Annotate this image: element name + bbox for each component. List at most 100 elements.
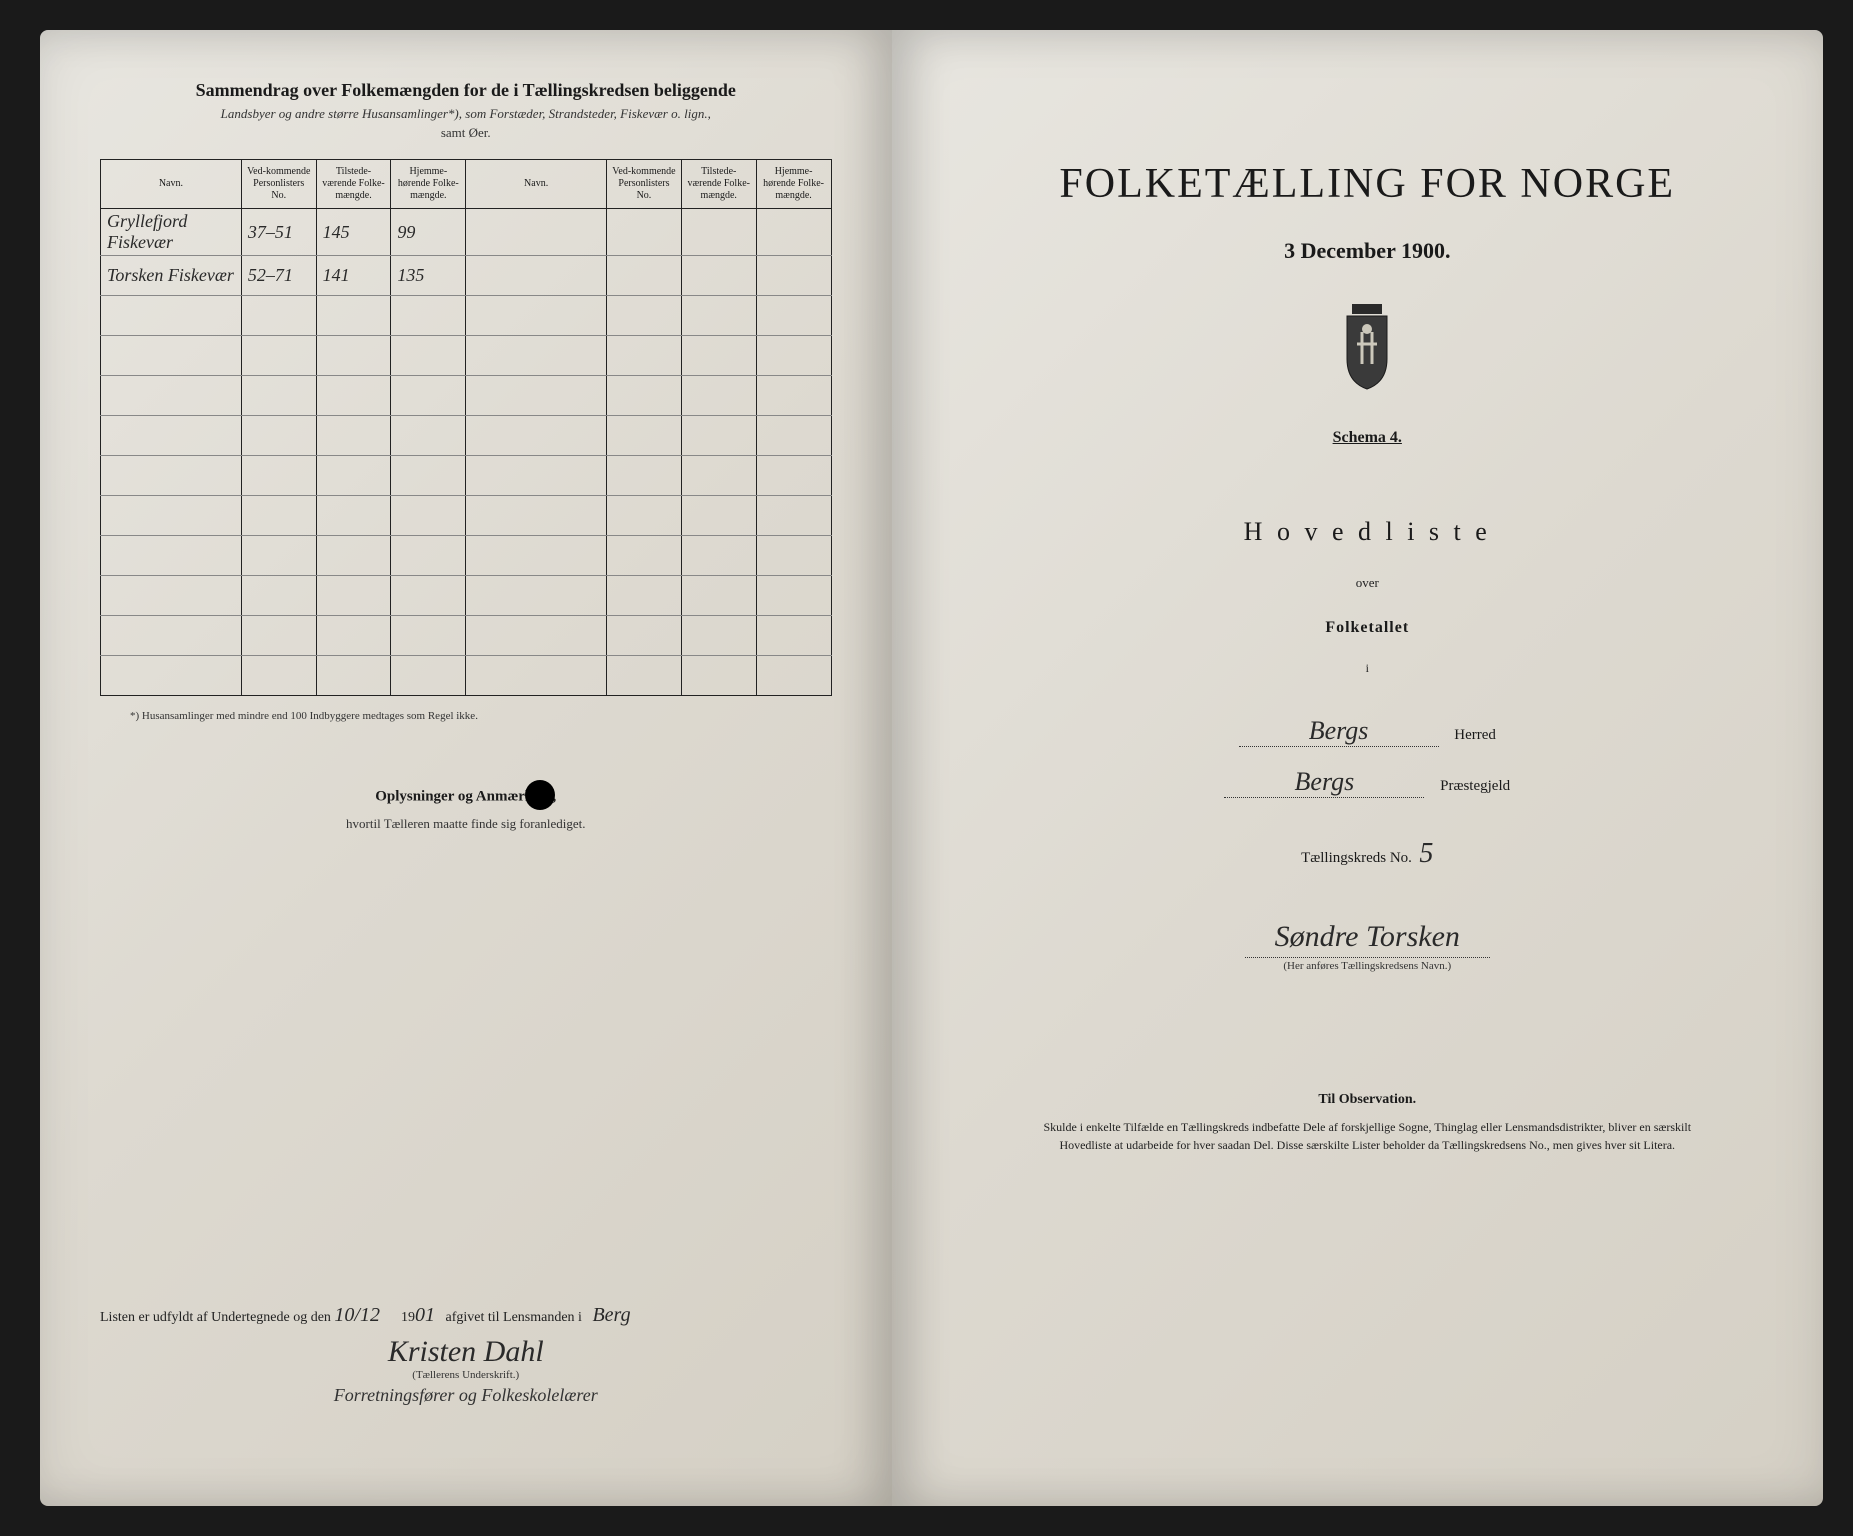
left-samt: samt Øer. (100, 125, 832, 141)
cell-blank (101, 616, 242, 656)
cell-blank (391, 656, 466, 696)
schema-label: Schema 4. (1002, 429, 1734, 447)
kreds-line: Tællingskreds No. 5 (1002, 838, 1734, 870)
signature-line: Listen er udfyldt af Undertegnede og den… (100, 1304, 832, 1327)
prestegjeld-value: Bergs (1295, 767, 1355, 796)
cell-blank (391, 536, 466, 576)
table-row (101, 576, 832, 616)
herred-line: Bergs Herred (1002, 716, 1734, 747)
col-no-2: Ved-kommende Personlisters No. (607, 160, 682, 209)
cell-blank (756, 416, 831, 456)
cell-blank (607, 496, 682, 536)
cell-blank (607, 656, 682, 696)
observation-block: Til Observation. Skulde i enkelte Tilfæl… (1002, 1092, 1734, 1154)
cell-blank (607, 576, 682, 616)
cell-blank (391, 336, 466, 376)
sig-year: 01 (415, 1304, 435, 1326)
cell-no: 37–51 (241, 209, 316, 256)
cell-blank (316, 336, 391, 376)
cell-blank (391, 376, 466, 416)
cell-blank (316, 376, 391, 416)
left-subtitle: Landsbyer og andre større Husansamlinger… (100, 105, 832, 123)
cell-blank (101, 536, 242, 576)
cell-blank (607, 416, 682, 456)
col-navn-1: Navn. (101, 160, 242, 209)
cell-blank (101, 576, 242, 616)
cell-blank (101, 416, 242, 456)
signature-role: Forretningsfører og Folkeskolelærer (100, 1385, 832, 1406)
i-label: i (1002, 661, 1734, 676)
cell-blank (466, 296, 607, 336)
herred-value: Bergs (1309, 716, 1369, 745)
cell-tilstede: 145 (316, 209, 391, 256)
col-tilstede-1: Tilstede-værende Folke-mængde. (316, 160, 391, 209)
cell-blank (391, 416, 466, 456)
kreds-caption: (Her anføres Tællingskredsens Navn.) (1002, 960, 1734, 972)
cell-blank (681, 376, 756, 416)
cell-blank (756, 616, 831, 656)
table-row (101, 616, 832, 656)
cell-blank (756, 256, 831, 296)
cell-blank (241, 616, 316, 656)
cell-blank (681, 336, 756, 376)
cell-blank (681, 456, 756, 496)
cell-blank (681, 209, 756, 256)
cell-blank (466, 656, 607, 696)
cell-blank (316, 416, 391, 456)
signature-name-wrap: Kristen Dahl (100, 1335, 832, 1369)
cell-blank (756, 209, 831, 256)
cell-blank (756, 656, 831, 696)
cell-blank (466, 376, 607, 416)
left-header: Sammendrag over Folkemængden for de i Tæ… (100, 80, 832, 141)
cell-blank (241, 536, 316, 576)
cell-blank (756, 456, 831, 496)
cell-blank (241, 336, 316, 376)
main-title: FOLKETÆLLING FOR NORGE (1002, 160, 1734, 208)
cell-blank (756, 296, 831, 336)
cell-blank (756, 376, 831, 416)
table-row (101, 656, 832, 696)
cell-blank (466, 416, 607, 456)
col-no-1: Ved-kommende Personlisters No. (241, 160, 316, 209)
cell-blank (607, 256, 682, 296)
cell-blank (466, 496, 607, 536)
cell-blank (681, 416, 756, 456)
cell-blank (241, 296, 316, 336)
coat-of-arms-icon (1002, 304, 1734, 399)
cell-blank (607, 456, 682, 496)
left-page: Sammendrag over Folkemængden for de i Tæ… (40, 30, 892, 1506)
cell-navn: Gryllefjord Fiskevær (101, 209, 242, 256)
cell-blank (466, 576, 607, 616)
cell-blank (241, 496, 316, 536)
table-row (101, 416, 832, 456)
cell-blank (316, 456, 391, 496)
cell-blank (681, 616, 756, 656)
over-label: over (1002, 575, 1734, 591)
cell-blank (391, 616, 466, 656)
cell-blank (607, 376, 682, 416)
cell-blank (391, 296, 466, 336)
sig-post: afgivet til Lensmanden i (445, 1310, 581, 1325)
document-spread: Sammendrag over Folkemængden for de i Tæ… (40, 30, 1823, 1506)
signature-name: Kristen Dahl (388, 1335, 544, 1368)
table-row (101, 496, 832, 536)
cell-blank (241, 416, 316, 456)
cell-blank (101, 376, 242, 416)
kreds-name-line: Søndre Torsken (1002, 920, 1734, 954)
sig-date: 10/12 (334, 1304, 380, 1326)
cell-blank (241, 456, 316, 496)
herred-label: Herred (1454, 727, 1496, 743)
cell-navn: Torsken Fiskevær (101, 256, 242, 296)
ink-blot (525, 780, 555, 810)
sig-pre: Listen er udfyldt af Undertegnede og den (100, 1310, 331, 1325)
cell-blank (681, 576, 756, 616)
table-row (101, 296, 832, 336)
cell-hjemme: 135 (391, 256, 466, 296)
prestegjeld-label: Præstegjeld (1440, 778, 1510, 794)
census-table: Navn. Ved-kommende Personlisters No. Til… (100, 159, 832, 696)
kreds-name: Søndre Torsken (1245, 920, 1490, 958)
cell-blank (466, 336, 607, 376)
cell-blank (391, 496, 466, 536)
cell-blank (101, 296, 242, 336)
cell-blank (466, 616, 607, 656)
